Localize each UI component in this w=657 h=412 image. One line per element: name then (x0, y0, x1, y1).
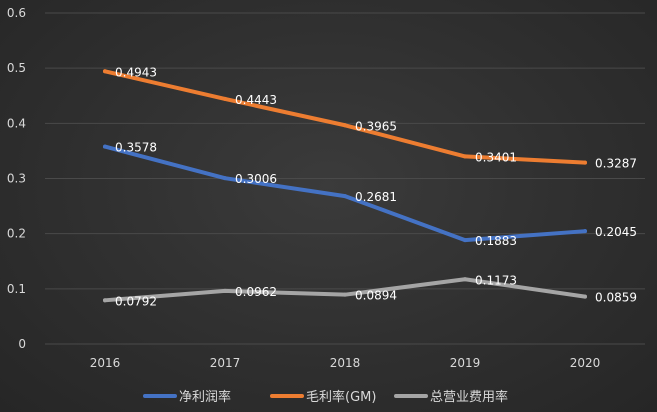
x-tick-label: 2016 (90, 356, 121, 370)
data-point (223, 176, 227, 181)
y-tick-label: 0.5 (7, 61, 26, 75)
series-line (103, 69, 587, 165)
legend-label: 总营业费用率 (430, 389, 508, 405)
data-label: 0.1173 (475, 273, 517, 287)
legend-label: 毛利率(GM) (306, 389, 376, 405)
data-point (463, 277, 467, 282)
data-label: 0.4443 (235, 93, 277, 107)
x-tick-label: 2017 (210, 356, 241, 370)
data-point (343, 292, 347, 297)
data-label: 0.3287 (595, 157, 637, 171)
data-point (583, 160, 587, 165)
data-label: 0.3401 (475, 150, 517, 164)
y-tick-label: 0.2 (7, 227, 26, 241)
data-point (583, 229, 587, 234)
data-point (103, 298, 107, 303)
x-tick-label: 2019 (450, 356, 481, 370)
data-label: 0.0859 (595, 291, 637, 305)
data-point (223, 96, 227, 101)
data-label: 0.0962 (235, 285, 277, 299)
data-label: 0.1883 (475, 234, 517, 248)
data-label: 0.3965 (355, 119, 397, 133)
y-axis-ticks: 0 0.1 0.2 0.3 0.4 0.5 0.6 (7, 6, 26, 351)
data-point (463, 238, 467, 243)
data-point (463, 154, 467, 159)
data-label: 0.3006 (235, 172, 277, 186)
legend: 净利润率 毛利率(GM) 总营业费用率 (143, 389, 508, 405)
y-tick-label: 0.6 (7, 6, 26, 20)
data-point (343, 123, 347, 128)
x-tick-label: 2020 (570, 356, 601, 370)
data-labels: 0.3578 0.3006 0.2681 0.1883 0.2045 0.4943 0.44… (115, 65, 637, 308)
y-tick-label: 0.4 (7, 116, 26, 130)
data-label: 0.4943 (115, 65, 157, 79)
data-label: 0.2681 (355, 190, 397, 204)
y-tick-label: 0 (18, 337, 26, 351)
legend-label: 净利润率 (179, 389, 231, 405)
data-point (223, 288, 227, 293)
data-label: 0.0894 (355, 289, 397, 303)
data-point (343, 194, 347, 199)
data-point (103, 144, 107, 149)
y-tick-label: 0.3 (7, 172, 26, 186)
x-axis-ticks: 2016 2017 2018 2019 2020 (90, 356, 601, 370)
data-label: 0.3578 (115, 141, 157, 155)
data-point (583, 294, 587, 299)
x-tick-label: 2018 (330, 356, 361, 370)
series-lines (103, 69, 587, 303)
data-point (103, 69, 107, 74)
data-label: 0.2045 (595, 225, 637, 239)
data-label: 0.0792 (115, 294, 157, 308)
y-tick-label: 0.1 (7, 282, 26, 296)
